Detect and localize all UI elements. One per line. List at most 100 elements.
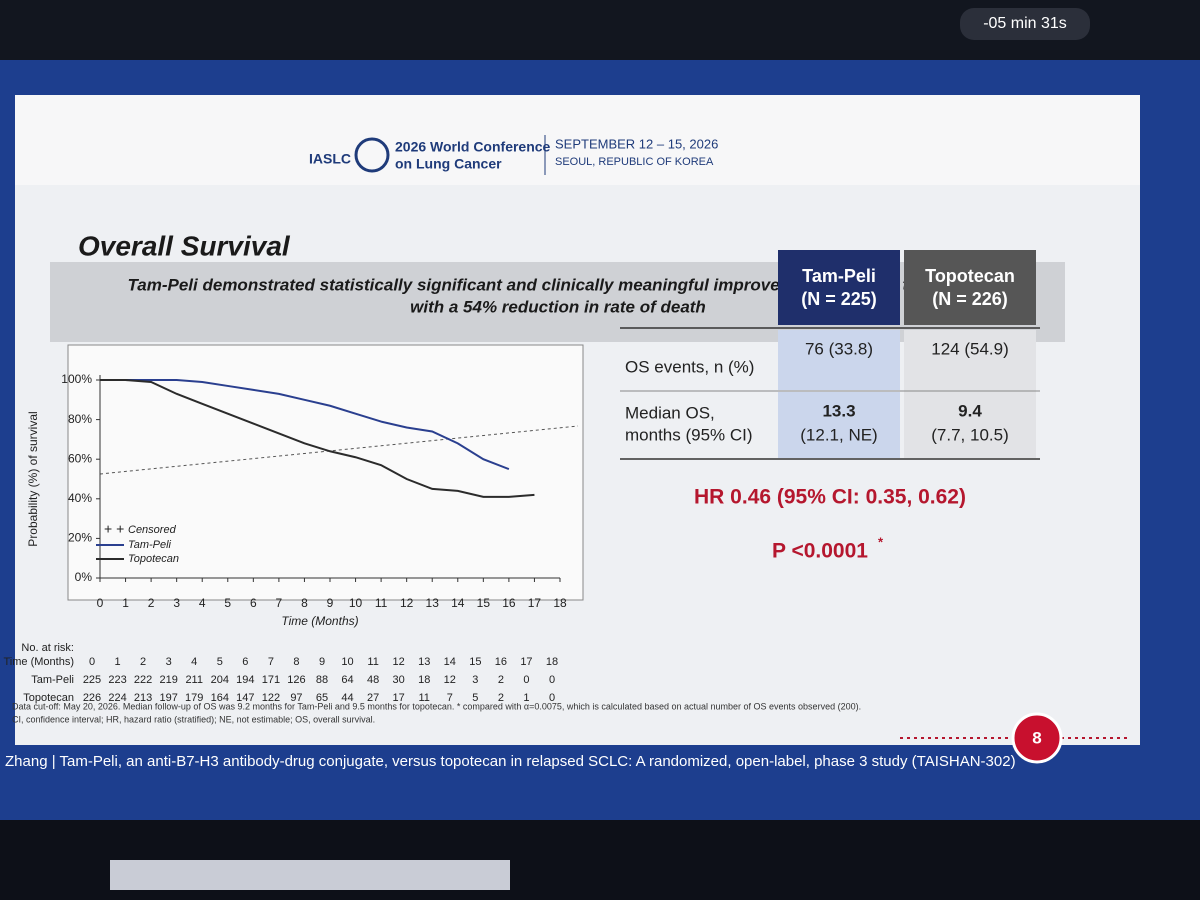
risk-time: 9 <box>319 656 325 668</box>
risk-count: 225 <box>83 674 101 686</box>
x-tick-label: 0 <box>97 596 104 610</box>
risk-count: 44 <box>341 692 353 704</box>
risk-time: 12 <box>393 656 405 668</box>
risk-time: 6 <box>242 656 248 668</box>
risk-count: 223 <box>108 674 126 686</box>
risk-count: 1 <box>523 692 529 704</box>
slide-title: Overall Survival <box>78 230 291 261</box>
y-tick-label: 80% <box>68 412 92 426</box>
risk-count: 30 <box>393 674 405 686</box>
legend-label: Topotecan <box>128 553 179 565</box>
society: IASLC <box>309 151 351 167</box>
risk-time: 2 <box>140 656 146 668</box>
slide-header <box>15 95 1140 185</box>
conference: on Lung Cancer <box>395 156 502 172</box>
risk-count: 126 <box>287 674 305 686</box>
x-tick-label: 4 <box>199 596 206 610</box>
risk-time: 1 <box>114 656 120 668</box>
risk-count: 0 <box>523 674 529 686</box>
risk-time: 17 <box>520 656 532 668</box>
risk-count: 2 <box>498 674 504 686</box>
risk-time: 13 <box>418 656 430 668</box>
x-tick-label: 11 <box>375 596 388 610</box>
table-value: (12.1, NE) <box>800 425 877 444</box>
y-tick-label: 0% <box>75 570 93 584</box>
footnote: CI, confidence interval; HR, hazard rati… <box>12 714 375 724</box>
risk-count: 64 <box>341 674 353 686</box>
x-tick-label: 7 <box>276 596 283 610</box>
risk-count: 147 <box>236 692 254 704</box>
survival-curve <box>100 379 535 498</box>
x-tick-label: 5 <box>224 596 231 610</box>
footer: Zhang | Tam-Peli, an anti-B7-H3 antibody… <box>5 753 1016 770</box>
table-cell <box>778 330 900 390</box>
header-cell <box>778 250 900 325</box>
risk-time: 10 <box>341 656 353 668</box>
hazard-ratio: HR 0.46 (95% CI: 0.35, 0.62) <box>694 486 966 509</box>
y-tick-label: 100% <box>61 372 92 386</box>
risk-count: 197 <box>159 692 177 704</box>
row-label: OS events, n (%) <box>625 357 754 376</box>
x-tick-label: 13 <box>426 596 440 610</box>
y-tick-label: 40% <box>68 491 92 505</box>
dates: SEPTEMBER 12 – 15, 2026 <box>555 136 718 151</box>
risk-count: 5 <box>472 692 478 704</box>
x-tick-label: 10 <box>349 596 363 610</box>
risk-count: 2 <box>498 692 504 704</box>
risk-time: 11 <box>367 656 378 668</box>
risk-count: 211 <box>185 674 203 686</box>
table-value: (7.7, 10.5) <box>931 425 1009 444</box>
risk-count: 0 <box>549 674 555 686</box>
x-axis-label: Time (Months) <box>281 614 358 628</box>
risk-count: 88 <box>316 674 328 686</box>
risk-time: 3 <box>166 656 172 668</box>
table-value: 76 (33.8) <box>805 339 873 358</box>
risk-time: 16 <box>495 656 507 668</box>
risk-row-label: Tam-Peli <box>31 674 74 686</box>
header-text: (N = 226) <box>932 289 1008 309</box>
risk-count: 219 <box>159 674 177 686</box>
table-cell <box>778 392 900 458</box>
legend-label: Tam-Peli <box>128 539 172 551</box>
y-axis-label: Probability (%) of survival <box>26 411 40 546</box>
risk-count: 222 <box>134 674 152 686</box>
survival-curve <box>100 379 510 471</box>
legend-label: Censored <box>128 524 177 536</box>
x-tick-label: 14 <box>451 596 465 610</box>
risk-count: 97 <box>290 692 302 704</box>
risk-count: 164 <box>211 692 229 704</box>
place: SEOUL, REPUBLIC OF KOREA <box>555 156 714 168</box>
y-tick-label: 60% <box>68 451 92 465</box>
risk-count: 17 <box>393 692 405 704</box>
risk-count: 122 <box>262 692 280 704</box>
risk-count: 18 <box>418 674 430 686</box>
risk-time-label: Time (Months) <box>4 656 75 668</box>
row-label: Median OS, <box>625 403 715 422</box>
legend-censored-symbol: + + <box>104 521 124 537</box>
x-tick-label: 17 <box>528 596 542 610</box>
risk-count: 3 <box>472 674 478 686</box>
x-tick-label: 15 <box>477 596 491 610</box>
risk-count: 179 <box>185 692 203 704</box>
table-cell <box>904 330 1036 458</box>
plot-frame <box>67 344 584 601</box>
x-tick-label: 12 <box>400 596 414 610</box>
risk-count: 11 <box>419 692 430 704</box>
header-text: Topotecan <box>925 266 1015 286</box>
desk <box>110 860 510 890</box>
risk-title: No. at risk: <box>21 642 74 654</box>
risk-count: 224 <box>108 692 126 704</box>
risk-count: 12 <box>444 674 456 686</box>
risk-count: 226 <box>83 692 101 704</box>
subtitle: Tam-Peli demonstrated statistically sign… <box>128 275 989 294</box>
x-tick-label: 2 <box>148 596 155 610</box>
y-tick-label: 20% <box>68 531 92 545</box>
risk-count: 0 <box>549 692 555 704</box>
p-value: P <0.0001 <box>772 540 868 563</box>
x-tick-label: 6 <box>250 596 257 610</box>
x-tick-label: 8 <box>301 596 308 610</box>
risk-time: 8 <box>293 656 299 668</box>
table-value: 13.3 <box>822 401 855 420</box>
